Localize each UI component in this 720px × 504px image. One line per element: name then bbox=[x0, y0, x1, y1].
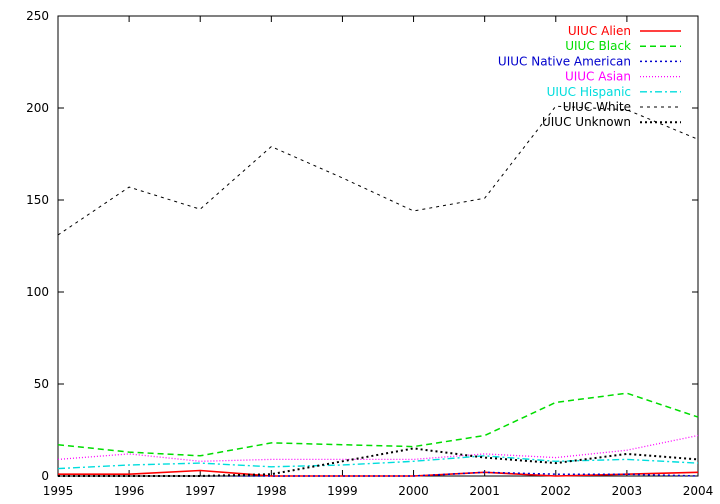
y-tick-label: 150 bbox=[26, 193, 49, 207]
x-tick-label: 2001 bbox=[469, 484, 500, 498]
series-line-6 bbox=[58, 447, 699, 477]
y-tick-label: 200 bbox=[26, 101, 49, 115]
x-tick-label: 2004 bbox=[683, 484, 714, 498]
x-axis-tick-labels: 1995 1996 1997 1998 1999 2000 2001 2002 2003 2004 bbox=[43, 484, 714, 498]
legend-label: UIUC White bbox=[563, 100, 631, 114]
legend-label: UIUC Unknown bbox=[542, 115, 631, 129]
x-tick-label: 2003 bbox=[612, 484, 643, 498]
x-tick-label: 1998 bbox=[256, 484, 287, 498]
legend-label: UIUC Alien bbox=[568, 24, 631, 38]
legend-label: UIUC Black bbox=[565, 39, 631, 53]
x-tick-label: 1997 bbox=[185, 484, 216, 498]
x-tick-label: 1995 bbox=[43, 484, 74, 498]
x-tick-label: 1996 bbox=[114, 484, 145, 498]
y-tick-label: 100 bbox=[26, 285, 49, 299]
series-lines bbox=[57, 105, 699, 477]
x-tick-label: 2002 bbox=[541, 484, 572, 498]
y-tick-label: 50 bbox=[34, 377, 49, 391]
y-tick-label: 0 bbox=[41, 469, 49, 483]
x-tick-label: 1999 bbox=[327, 484, 358, 498]
legend-label: UIUC Native American bbox=[498, 54, 631, 68]
x-tick-label: 2000 bbox=[398, 484, 429, 498]
series-line-5 bbox=[57, 105, 699, 236]
series-line-3 bbox=[57, 434, 699, 462]
y-tick-label: 250 bbox=[26, 9, 49, 23]
series-line-1 bbox=[57, 392, 699, 457]
y-axis-tick-labels: 0 50 100 150 200 250 bbox=[26, 9, 49, 483]
legend-label: UIUC Asian bbox=[565, 70, 631, 84]
series-line-4 bbox=[57, 455, 699, 470]
legend-label: UIUC Hispanic bbox=[547, 85, 631, 99]
